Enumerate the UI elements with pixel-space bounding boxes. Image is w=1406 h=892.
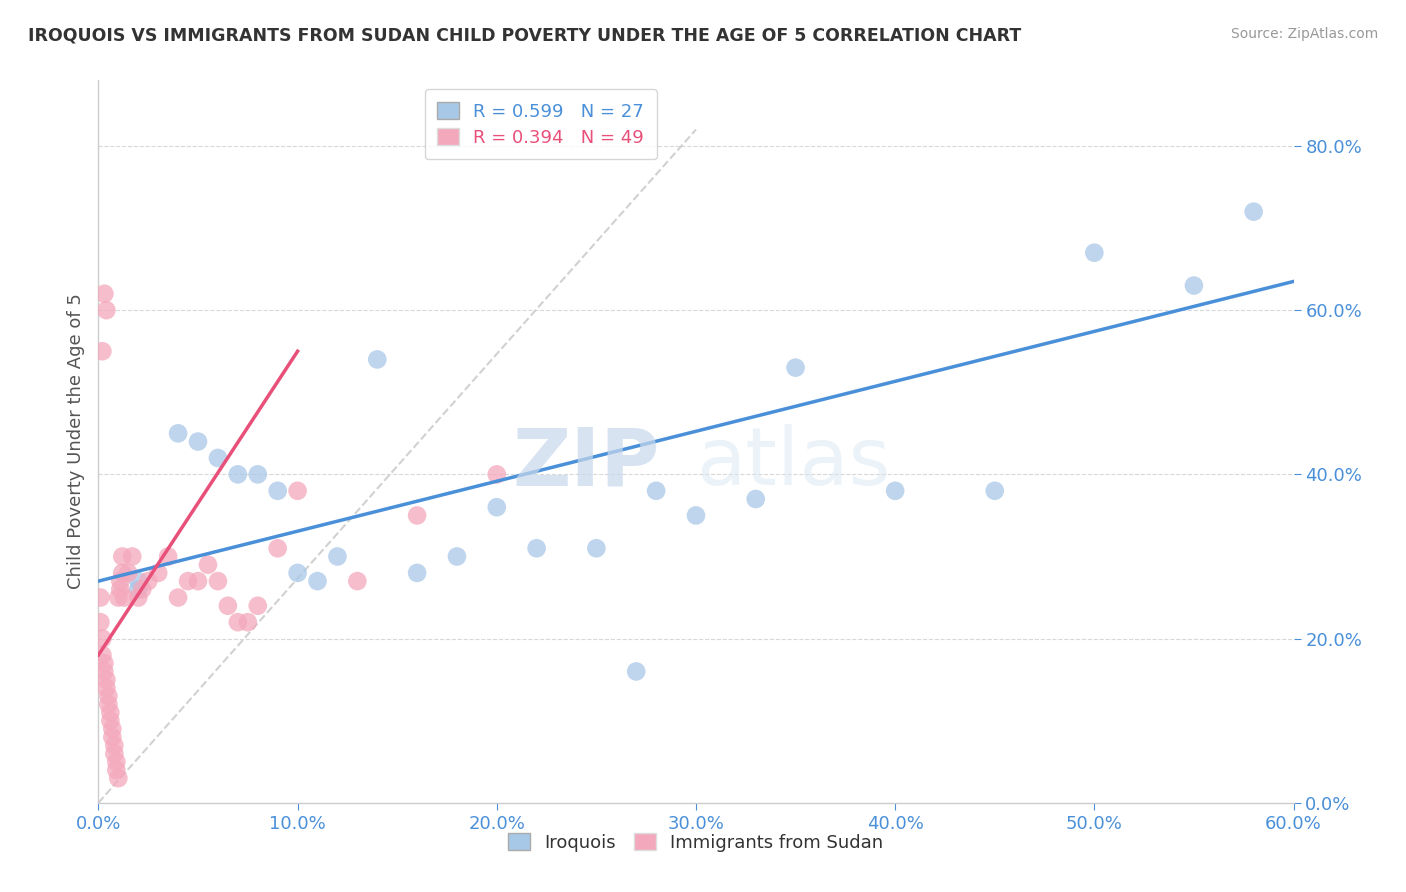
Point: [96, 681, 118, 695]
Point: [585, 541, 607, 556]
Point: [446, 549, 468, 564]
Point: [131, 582, 153, 597]
Text: Source: ZipAtlas.com: Source: ZipAtlas.com: [1230, 27, 1378, 41]
Point: [127, 582, 149, 597]
Point: [97, 698, 120, 712]
Legend: Iroquois, Immigrants from Sudan: Iroquois, Immigrants from Sudan: [501, 826, 891, 859]
Point: [884, 483, 907, 498]
Point: [236, 615, 259, 630]
Point: [207, 574, 229, 588]
Point: [105, 763, 128, 777]
Point: [101, 730, 124, 744]
Point: [984, 483, 1007, 498]
Point: [226, 467, 249, 482]
Point: [93, 665, 115, 679]
Point: [267, 541, 290, 556]
Point: [307, 574, 329, 588]
Point: [101, 722, 124, 736]
Point: [217, 599, 239, 613]
Point: [110, 582, 132, 597]
Point: [89, 615, 111, 630]
Point: [107, 591, 129, 605]
Point: [93, 286, 115, 301]
Point: [1243, 204, 1265, 219]
Point: [246, 467, 269, 482]
Point: [485, 467, 508, 482]
Point: [187, 574, 209, 588]
Point: [97, 689, 120, 703]
Point: [685, 508, 707, 523]
Point: [98, 706, 122, 720]
Point: [121, 549, 143, 564]
Point: [107, 771, 129, 785]
Point: [167, 591, 190, 605]
Point: [287, 566, 309, 580]
Point: [91, 344, 114, 359]
Point: [745, 491, 768, 506]
Point: [1182, 278, 1205, 293]
Point: [1083, 245, 1105, 260]
Point: [406, 508, 429, 523]
Point: [105, 755, 128, 769]
Point: [346, 574, 368, 588]
Point: [111, 549, 134, 564]
Point: [246, 599, 269, 613]
Y-axis label: Child Poverty Under the Age of 5: Child Poverty Under the Age of 5: [66, 293, 84, 590]
Point: [485, 500, 508, 515]
Point: [127, 591, 149, 605]
Point: [267, 483, 290, 498]
Point: [96, 303, 118, 318]
Text: atlas: atlas: [696, 425, 890, 502]
Point: [127, 574, 149, 588]
Point: [326, 549, 349, 564]
Point: [93, 657, 115, 671]
Point: [406, 566, 429, 580]
Point: [167, 426, 190, 441]
Point: [287, 483, 309, 498]
Point: [226, 615, 249, 630]
Point: [177, 574, 200, 588]
Point: [136, 574, 159, 588]
Point: [207, 450, 229, 465]
Point: [117, 566, 139, 580]
Point: [111, 566, 134, 580]
Point: [626, 665, 648, 679]
Point: [785, 360, 807, 375]
Text: IROQUOIS VS IMMIGRANTS FROM SUDAN CHILD POVERTY UNDER THE AGE OF 5 CORRELATION C: IROQUOIS VS IMMIGRANTS FROM SUDAN CHILD …: [28, 27, 1021, 45]
Point: [89, 591, 111, 605]
Point: [148, 566, 170, 580]
Point: [112, 591, 135, 605]
Point: [91, 648, 114, 662]
Point: [526, 541, 548, 556]
Point: [96, 673, 118, 687]
Point: [187, 434, 209, 449]
Point: [98, 714, 122, 728]
Point: [103, 747, 125, 761]
Point: [366, 352, 388, 367]
Point: [91, 632, 114, 646]
Text: ZIP: ZIP: [513, 425, 661, 502]
Point: [157, 549, 180, 564]
Point: [103, 739, 125, 753]
Point: [197, 558, 219, 572]
Point: [645, 483, 668, 498]
Point: [110, 574, 132, 588]
